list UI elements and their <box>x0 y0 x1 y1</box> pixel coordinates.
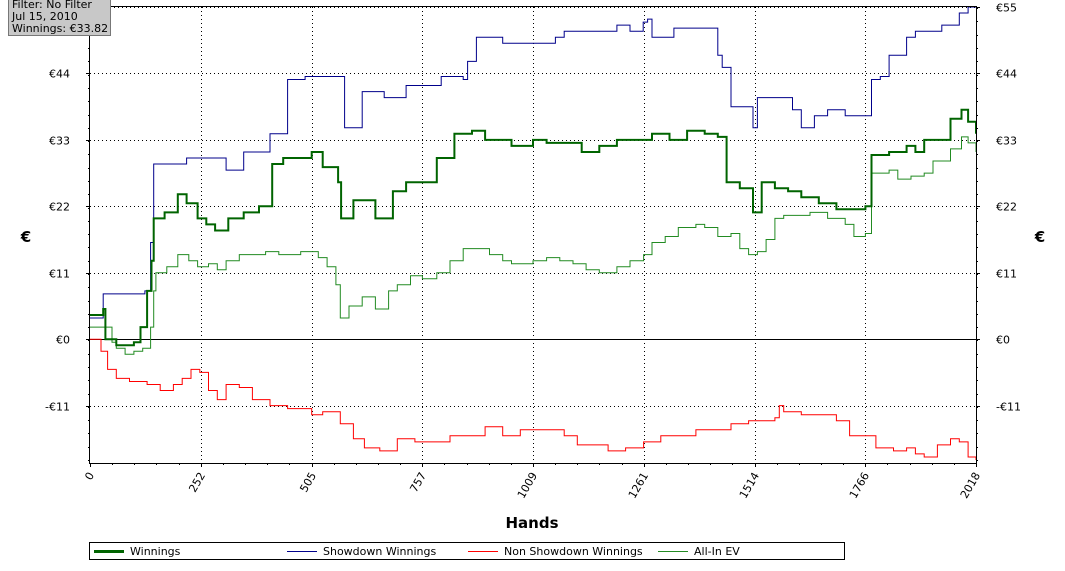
series-line-non-showdown-winnings <box>90 338 977 460</box>
legend-swatch <box>468 550 498 552</box>
legend: Winnings Showdown Winnings Non Showdown Wi… <box>89 542 845 560</box>
legend-label: Winnings <box>130 544 181 558</box>
y-tick-label-left: €22 <box>49 201 70 214</box>
legend-label: Non Showdown Winnings <box>504 544 643 558</box>
grid <box>90 7 976 463</box>
x-tick-label: 2018 <box>958 470 983 501</box>
y-axis-title-right: € <box>1034 228 1045 246</box>
y-tick-label-right: -€11 <box>996 401 1021 414</box>
series-line-all-in-ev <box>90 136 977 355</box>
y-tick-label-right: €11 <box>996 268 1017 281</box>
legend-swatch <box>94 549 124 553</box>
legend-item-showdown-winnings: Showdown Winnings <box>287 543 436 559</box>
series-layer <box>90 6 977 460</box>
filter-text: Filter: No Filter <box>12 0 92 11</box>
x-tick-label: 505 <box>297 470 319 495</box>
y-tick-label-right: €55 <box>996 2 1017 15</box>
y-tick-label-left: €44 <box>49 68 70 81</box>
legend-swatch <box>287 550 317 552</box>
series-line-showdown-winnings <box>90 6 976 319</box>
y-tick-label-left: €0 <box>56 334 70 347</box>
legend-label: Showdown Winnings <box>323 544 437 558</box>
legend-item-winnings: Winnings <box>94 543 180 559</box>
legend-item-non-showdown-winnings: Non Showdown Winnings <box>468 543 643 559</box>
x-tick-label: 252 <box>186 470 208 495</box>
x-tick-label: 757 <box>407 470 429 495</box>
x-tick-label: 0 <box>82 470 97 483</box>
legend-item-all-in-ev: All-In EV <box>658 543 740 559</box>
x-tick-label: 1009 <box>515 470 540 501</box>
y-tick-label-right: €33 <box>996 135 1017 148</box>
x-tick-label: 1261 <box>626 470 651 501</box>
date-text: Jul 15, 2010 <box>12 10 78 23</box>
x-axis-title: Hands <box>505 514 558 532</box>
info-box: Filter: No Filter Jul 15, 2010 Winnings:… <box>8 0 111 36</box>
series-line-winnings <box>90 108 977 347</box>
y-tick-label-left: €11 <box>49 268 70 281</box>
y-tick-label-right: €44 <box>996 68 1017 81</box>
y-tick-label-left: -€11 <box>45 401 70 414</box>
y-tick-label-right: €22 <box>996 201 1017 214</box>
y-tick-label-right: €0 <box>996 334 1010 347</box>
legend-swatch <box>658 550 688 552</box>
y-tick-label-left: €33 <box>49 135 70 148</box>
y-axis-title-left: € <box>20 228 31 246</box>
x-tick-label: 1766 <box>847 470 872 501</box>
legend-label: All-In EV <box>694 544 740 558</box>
x-tick-label: 1514 <box>737 470 762 501</box>
winnings-text: Winnings: €33.82 <box>12 22 109 35</box>
